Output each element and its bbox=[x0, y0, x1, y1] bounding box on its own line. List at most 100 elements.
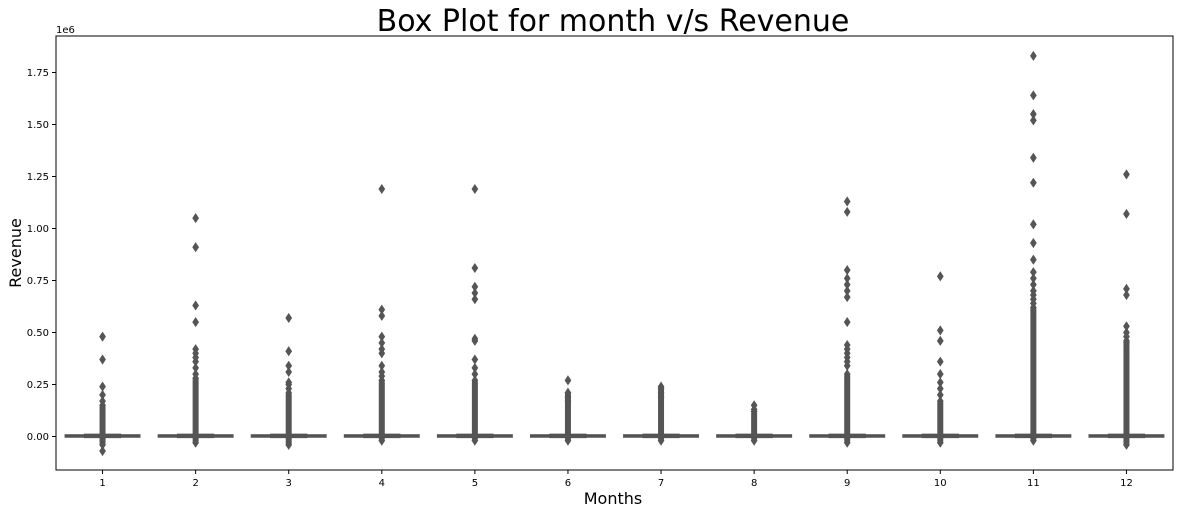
outlier-point bbox=[285, 346, 293, 357]
outlier-point bbox=[843, 206, 851, 217]
outlier-cluster bbox=[564, 392, 571, 441]
x-tick-label: 9 bbox=[844, 478, 850, 489]
outlier-point bbox=[1123, 290, 1130, 301]
outlier-point bbox=[99, 396, 106, 407]
outlier-point bbox=[936, 271, 944, 282]
outlier-point bbox=[843, 437, 851, 448]
x-tick-label: 7 bbox=[658, 478, 664, 489]
outlier-point bbox=[192, 300, 199, 311]
y-axis-label: Revenue bbox=[6, 218, 25, 288]
outlier-point bbox=[936, 389, 944, 400]
outlier-point bbox=[471, 294, 479, 305]
box-month-11 bbox=[995, 50, 1072, 446]
y-tick-label: 0.75 bbox=[27, 276, 49, 287]
outlier-point bbox=[285, 312, 293, 323]
outlier-point bbox=[1030, 152, 1037, 163]
y-tick-label: 1.75 bbox=[27, 68, 49, 79]
plot-frame bbox=[55, 35, 1174, 471]
box-month-10 bbox=[902, 271, 979, 448]
chart-title: Box Plot for month v/s Revenue bbox=[377, 4, 850, 39]
outlier-point bbox=[1030, 177, 1037, 188]
outlier-point bbox=[378, 310, 386, 321]
outlier-point bbox=[285, 366, 293, 378]
outlier-point bbox=[192, 213, 199, 224]
outlier-point bbox=[1030, 254, 1037, 265]
x-tick-label: 5 bbox=[472, 478, 478, 489]
outlier-point bbox=[471, 375, 479, 386]
outlier-point bbox=[1123, 439, 1130, 450]
y-tick-label: 0.00 bbox=[27, 432, 49, 443]
outlier-point bbox=[471, 262, 479, 274]
y-tick-label: 1.50 bbox=[27, 120, 49, 131]
outlier-point bbox=[192, 369, 199, 380]
x-tick-label: 12 bbox=[1120, 478, 1133, 489]
outlier-point bbox=[378, 371, 386, 382]
outlier-point bbox=[843, 196, 851, 207]
outlier-point bbox=[1123, 169, 1130, 180]
outlier-point bbox=[471, 435, 479, 446]
outlier-point bbox=[750, 435, 758, 446]
x-axis-label: Months bbox=[584, 489, 642, 508]
outlier-point bbox=[936, 335, 944, 346]
x-tick-label: 10 bbox=[934, 478, 947, 489]
outlier-cluster bbox=[99, 405, 106, 445]
plot-content bbox=[64, 50, 1165, 457]
outlier-point bbox=[378, 183, 386, 195]
outlier-point bbox=[285, 383, 293, 394]
outlier-point bbox=[378, 435, 386, 446]
outlier-cluster bbox=[378, 380, 385, 441]
outlier-point bbox=[843, 360, 851, 371]
x-tick-label: 8 bbox=[751, 478, 757, 489]
y-axis-offset-label: 1e6 bbox=[56, 25, 75, 36]
box-month-3 bbox=[250, 312, 327, 450]
y-tick-label: 1.25 bbox=[27, 172, 49, 183]
outlier-point bbox=[285, 439, 293, 450]
outlier-point bbox=[192, 437, 199, 448]
x-tick-label: 11 bbox=[1027, 478, 1040, 489]
box-month-1 bbox=[64, 331, 141, 457]
outlier-point bbox=[564, 375, 572, 386]
outlier-point bbox=[1123, 208, 1130, 219]
outlier-point bbox=[1030, 90, 1037, 101]
outlier-cluster bbox=[751, 411, 758, 441]
outlier-point bbox=[471, 369, 479, 380]
outlier-point bbox=[843, 317, 851, 328]
box-month-6 bbox=[529, 375, 606, 446]
outlier-point bbox=[843, 292, 851, 303]
outlier-point bbox=[99, 331, 106, 342]
outlier-point bbox=[564, 396, 572, 407]
outlier-point bbox=[1030, 219, 1037, 230]
outlier-point bbox=[1030, 50, 1037, 61]
outlier-point bbox=[843, 369, 851, 380]
outlier-cluster bbox=[192, 378, 199, 443]
outlier-point bbox=[192, 242, 199, 253]
outlier-point bbox=[1030, 435, 1037, 446]
outlier-point bbox=[1030, 238, 1037, 249]
outlier-point bbox=[1030, 115, 1037, 126]
y-tick-label: 1.00 bbox=[27, 224, 49, 235]
outlier-point bbox=[936, 356, 944, 367]
box-month-4 bbox=[343, 183, 420, 446]
y-tick-label: 0.50 bbox=[27, 328, 49, 339]
box-month-2 bbox=[157, 213, 234, 448]
x-tick-label: 6 bbox=[565, 478, 571, 489]
outlier-cluster bbox=[658, 386, 665, 441]
outlier-point bbox=[471, 183, 479, 195]
outlier-point bbox=[657, 391, 665, 403]
x-tick-label: 3 bbox=[286, 478, 292, 489]
outlier-point bbox=[1123, 335, 1130, 346]
outlier-point bbox=[564, 435, 572, 446]
box-month-5 bbox=[436, 183, 513, 446]
outlier-cluster bbox=[1123, 342, 1130, 445]
y-tick-label: 0.25 bbox=[27, 380, 49, 391]
outlier-cluster bbox=[285, 392, 292, 445]
box-month-12 bbox=[1088, 169, 1165, 450]
box-month-8 bbox=[716, 400, 793, 446]
outlier-point bbox=[378, 348, 386, 359]
outlier-point bbox=[99, 446, 106, 457]
x-tick-label: 4 bbox=[379, 478, 385, 489]
outlier-point bbox=[1030, 298, 1037, 309]
box-month-7 bbox=[623, 381, 700, 446]
x-tick-label: 1 bbox=[99, 478, 105, 489]
